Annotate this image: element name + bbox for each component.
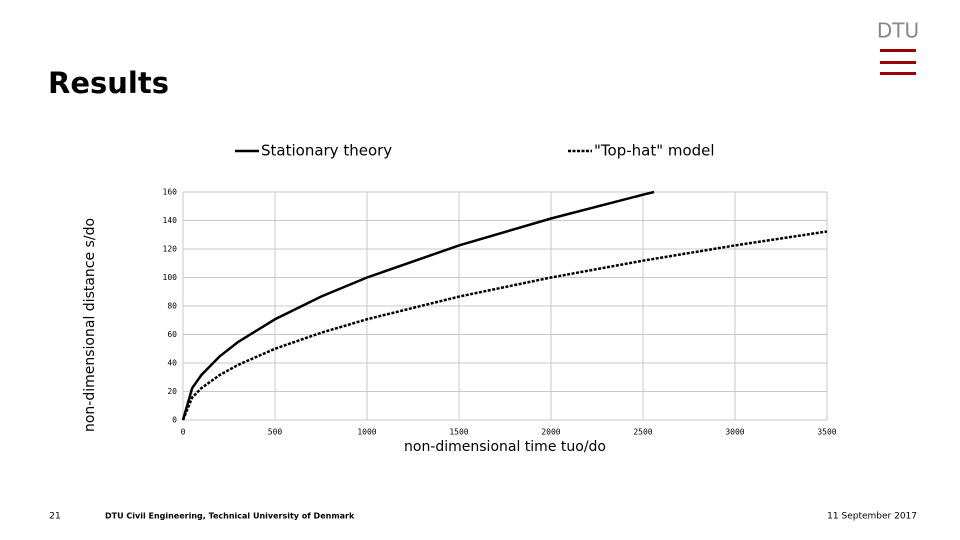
- logo: DTU: [877, 19, 919, 75]
- x-axis-label: non-dimensional time tuo/do: [404, 439, 606, 455]
- series-line: [181, 190, 655, 421]
- page-number: 21: [49, 512, 60, 522]
- x-tick-label: 3000: [725, 428, 744, 437]
- y-tick-label: 40: [167, 359, 177, 368]
- x-tick-label: 2500: [633, 428, 652, 437]
- y-tick-label: 60: [167, 330, 177, 339]
- x-tick-label: 500: [268, 428, 283, 437]
- logo-bar: [880, 61, 916, 64]
- x-tick-label: 1500: [449, 428, 468, 437]
- footer: DTU Civil Engineering, Technical Univers…: [105, 512, 355, 521]
- y-tick-label: 80: [167, 302, 177, 311]
- y-tick-label: 20: [167, 387, 177, 396]
- x-tick-label: 1000: [357, 428, 376, 437]
- y-axis-label: non-dimensional distance s/do: [82, 218, 98, 432]
- legend-label: "Top-hat" model: [594, 142, 715, 160]
- date: 11 September 2017: [827, 512, 917, 522]
- x-tick-label: 3500: [817, 428, 836, 437]
- series-line: [181, 230, 828, 421]
- logo-bar: [880, 49, 916, 52]
- logo-text: DTU: [877, 19, 919, 43]
- legend-label: Stationary theory: [261, 142, 392, 160]
- y-tick-label: 120: [163, 245, 178, 254]
- x-tick-label: 0: [181, 428, 186, 437]
- slide-title: Results: [48, 66, 169, 100]
- x-tick-label: 2000: [541, 428, 560, 437]
- y-tick-label: 0: [172, 416, 177, 425]
- y-tick-label: 160: [163, 188, 178, 197]
- y-tick-label: 100: [163, 273, 178, 282]
- y-tick-label: 140: [163, 216, 178, 225]
- logo-bar: [880, 72, 916, 75]
